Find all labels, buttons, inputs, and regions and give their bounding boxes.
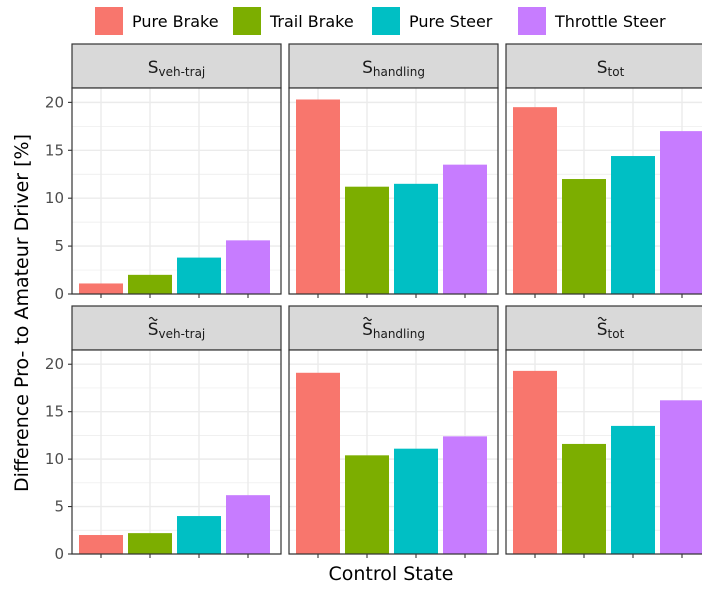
- bar: [660, 400, 702, 554]
- legend-item: Throttle Steer: [518, 7, 666, 35]
- tilde-accent: [597, 316, 607, 322]
- bar: [226, 240, 270, 294]
- legend-swatch: [372, 7, 400, 35]
- facet-panel: Shandling: [288, 43, 499, 298]
- bar: [345, 455, 389, 554]
- panel-frame: [505, 349, 702, 555]
- y-tick-label: 5: [54, 498, 64, 516]
- facet-title: Sveh-traj: [148, 320, 206, 341]
- bar: [513, 107, 557, 295]
- bar: [345, 186, 389, 294]
- y-tick-label: 10: [45, 189, 64, 207]
- x-axis-label: Control State: [328, 563, 453, 585]
- facet-title: Sveh-traj: [148, 58, 206, 79]
- bar: [611, 425, 655, 554]
- y-tick-label: 15: [45, 403, 64, 421]
- facet-panel: Shandling: [288, 305, 499, 558]
- bar: [394, 448, 438, 554]
- y-axis-label: Difference Pro- to Amateur Driver [%]: [11, 134, 33, 492]
- bar: [443, 164, 487, 294]
- legend-label: Pure Brake: [132, 12, 219, 31]
- bar: [611, 156, 655, 294]
- bar: [660, 131, 702, 294]
- y-tick-label: 0: [54, 545, 64, 563]
- facet-panel: Sveh-traj: [71, 305, 282, 558]
- bar: [443, 436, 487, 554]
- y-tick-label: 10: [45, 450, 64, 468]
- legend-item: Pure Steer: [372, 7, 493, 35]
- bar: [128, 274, 172, 294]
- facet-strip: [288, 43, 499, 89]
- y-tick-label: 5: [54, 237, 64, 255]
- panel-frame: [288, 349, 499, 555]
- bar: [513, 370, 557, 554]
- tilde-accent: [148, 316, 158, 322]
- y-tick-label: 0: [54, 285, 64, 303]
- legend-label: Trail Brake: [269, 12, 354, 31]
- bar: [394, 183, 438, 294]
- bar: [128, 533, 172, 554]
- y-tick-label: 20: [45, 355, 64, 373]
- legend-item: Pure Brake: [95, 7, 219, 35]
- bar: [562, 443, 606, 554]
- facet-panel: Stot: [505, 305, 702, 558]
- legend-label: Throttle Steer: [554, 12, 666, 31]
- bar: [296, 99, 340, 294]
- y-tick-label: 20: [45, 93, 64, 111]
- panel-frame: [71, 349, 282, 555]
- facet-panel: Stot: [505, 43, 702, 298]
- legend-swatch: [518, 7, 546, 35]
- bar: [79, 283, 123, 294]
- facet-strip: [71, 305, 282, 351]
- facet-title: Stot: [597, 58, 625, 79]
- panel-frame: [71, 87, 282, 295]
- legend: Pure Brake Trail Brake Pure Steer Throttle …: [95, 7, 666, 35]
- facet-grid: Sveh-traj Shandling Stot Sveh-traj Shandling…: [71, 43, 702, 558]
- legend-swatch: [233, 7, 261, 35]
- facet-strip: [505, 43, 702, 89]
- facet-title: Stot: [597, 320, 625, 341]
- bar: [296, 372, 340, 554]
- bar: [177, 516, 221, 554]
- panel-frame: [505, 87, 702, 295]
- bar: [562, 179, 606, 294]
- y-tick-label: 15: [45, 141, 64, 159]
- tilde-accent: [363, 316, 373, 322]
- facet-title: Shandling: [362, 58, 425, 79]
- legend-item: Trail Brake: [233, 7, 354, 35]
- bar: [177, 257, 221, 294]
- bar: [79, 535, 123, 554]
- y-axis: 0 5 10 15 20 0 5 10 15 20: [45, 93, 72, 563]
- facet-strip: [71, 43, 282, 89]
- facet-title: Shandling: [362, 320, 425, 341]
- legend-label: Pure Steer: [409, 12, 493, 31]
- facet-panel: Sveh-traj: [71, 43, 282, 298]
- legend-swatch: [95, 7, 123, 35]
- panel-frame: [288, 87, 499, 295]
- bar: [226, 495, 270, 554]
